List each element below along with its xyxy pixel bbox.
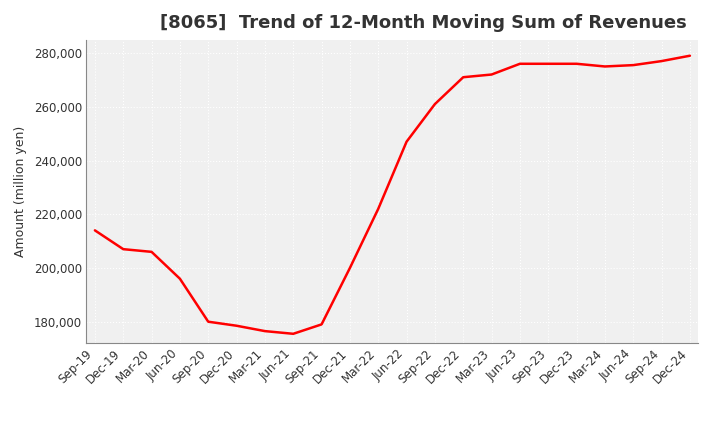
Text: [8065]  Trend of 12-Month Moving Sum of Revenues: [8065] Trend of 12-Month Moving Sum of R… bbox=[160, 15, 687, 33]
Y-axis label: Amount (million yen): Amount (million yen) bbox=[14, 126, 27, 257]
